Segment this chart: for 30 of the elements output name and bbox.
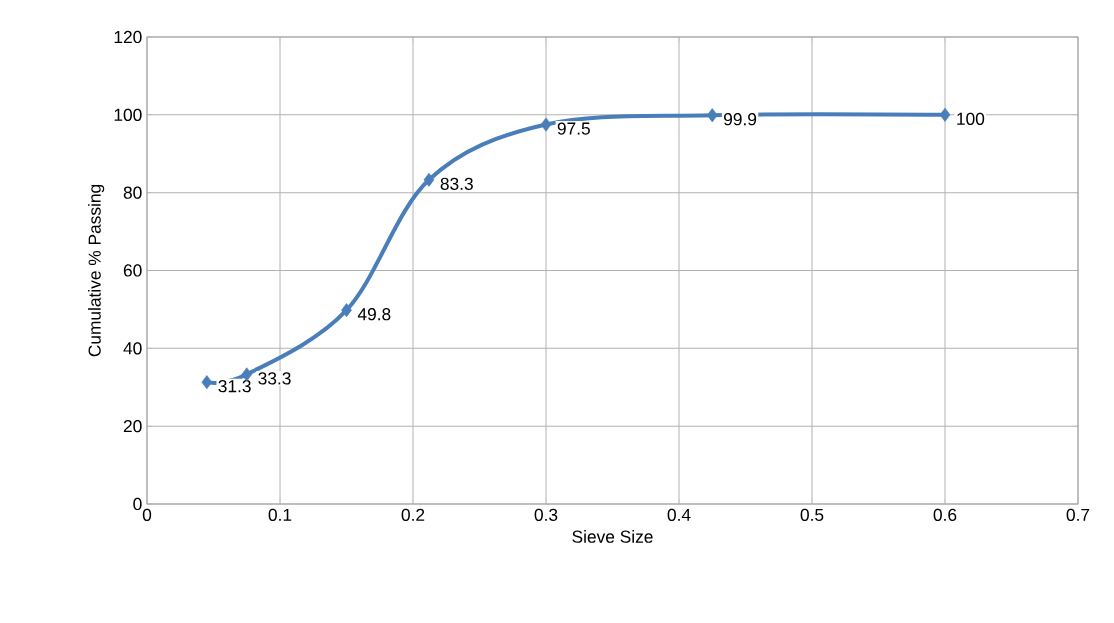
data-label: 33.3: [258, 372, 291, 385]
point: [341, 303, 352, 318]
data-label: 83.3: [440, 177, 473, 190]
data-label: 31.3: [218, 380, 251, 393]
y-tick-label: 60: [123, 264, 142, 277]
y-tick-label: 100: [114, 108, 142, 121]
x-tick-label: 0.3: [534, 508, 558, 521]
x-tick-label: 0: [142, 508, 152, 521]
data-label: 99.9: [724, 113, 757, 126]
point: [423, 172, 435, 187]
x-tick-label: 0.2: [401, 508, 425, 521]
point: [939, 107, 951, 122]
data-label: 100: [957, 112, 985, 125]
data-label: 97.5: [557, 122, 590, 135]
point: [706, 108, 718, 123]
x-tick-label: 0.1: [268, 508, 292, 521]
x-tick-label: 0.6: [933, 508, 957, 521]
point: [201, 375, 213, 390]
y-tick-label: 40: [123, 342, 142, 355]
y-tick-label: 0: [133, 497, 142, 511]
y-tick-label: 80: [123, 186, 142, 199]
x-tick-label: 0.4: [667, 508, 691, 521]
x-tick-label: 0.7: [1066, 508, 1090, 521]
y-tick-label: 20: [123, 420, 142, 433]
x-axis-title: Sieve Size: [572, 530, 653, 543]
y-axis-title: Cumulative % Passing: [88, 184, 105, 357]
point: [540, 117, 552, 132]
x-tick-label: 0.5: [800, 508, 824, 521]
y-tick-label: 120: [114, 30, 142, 44]
data-label: 49.8: [357, 308, 391, 321]
